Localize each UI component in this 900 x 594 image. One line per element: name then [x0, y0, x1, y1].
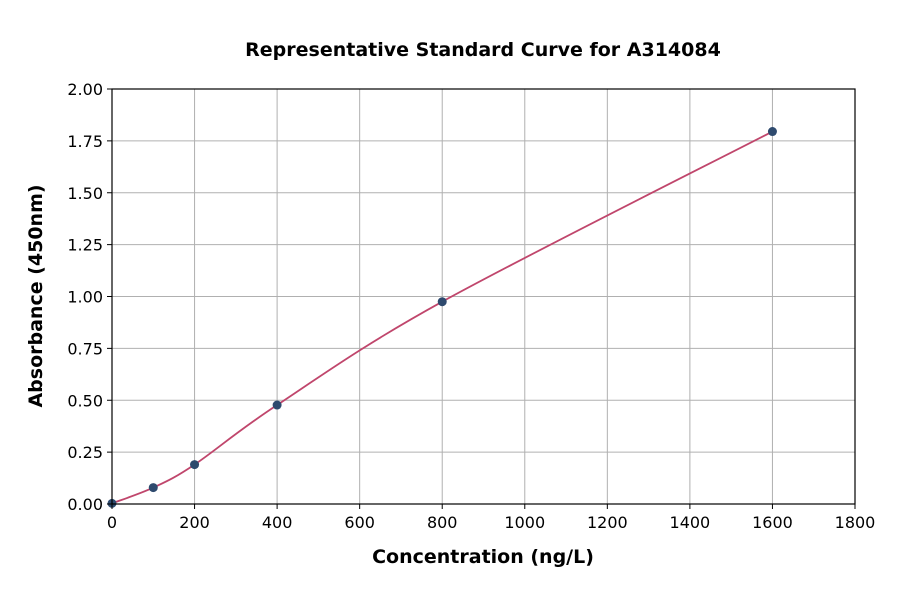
x-tick-label: 200 — [179, 513, 210, 532]
y-tick-label: 1.50 — [67, 184, 103, 203]
data-point — [272, 400, 282, 410]
x-tick-label: 1600 — [752, 513, 793, 532]
data-point — [148, 483, 158, 493]
data-point — [437, 297, 447, 307]
y-tick-label: 2.00 — [67, 80, 103, 99]
x-tick-label: 800 — [427, 513, 458, 532]
y-tick-label: 1.00 — [67, 288, 103, 307]
x-tick-label: 1800 — [835, 513, 876, 532]
chart-title: Representative Standard Curve for A31408… — [245, 39, 721, 61]
data-point — [190, 460, 200, 470]
x-tick-label: 1400 — [670, 513, 711, 532]
data-point — [767, 127, 777, 137]
y-axis-label: Absorbance (450nm) — [25, 184, 47, 407]
y-tick-label: 1.25 — [67, 236, 103, 255]
x-tick-label: 1200 — [587, 513, 628, 532]
x-axis-label: Concentration (ng/L) — [372, 546, 594, 568]
y-tick-label: 0.50 — [67, 391, 103, 410]
x-tick-label: 400 — [262, 513, 293, 532]
y-tick-label: 0.25 — [67, 443, 103, 462]
y-tick-label: 0.00 — [67, 495, 103, 514]
x-tick-label: 1000 — [504, 513, 545, 532]
x-tick-label: 0 — [107, 513, 117, 532]
y-tick-label: 0.75 — [67, 339, 103, 358]
x-tick-label: 600 — [344, 513, 375, 532]
y-tick-label: 1.75 — [67, 132, 103, 151]
